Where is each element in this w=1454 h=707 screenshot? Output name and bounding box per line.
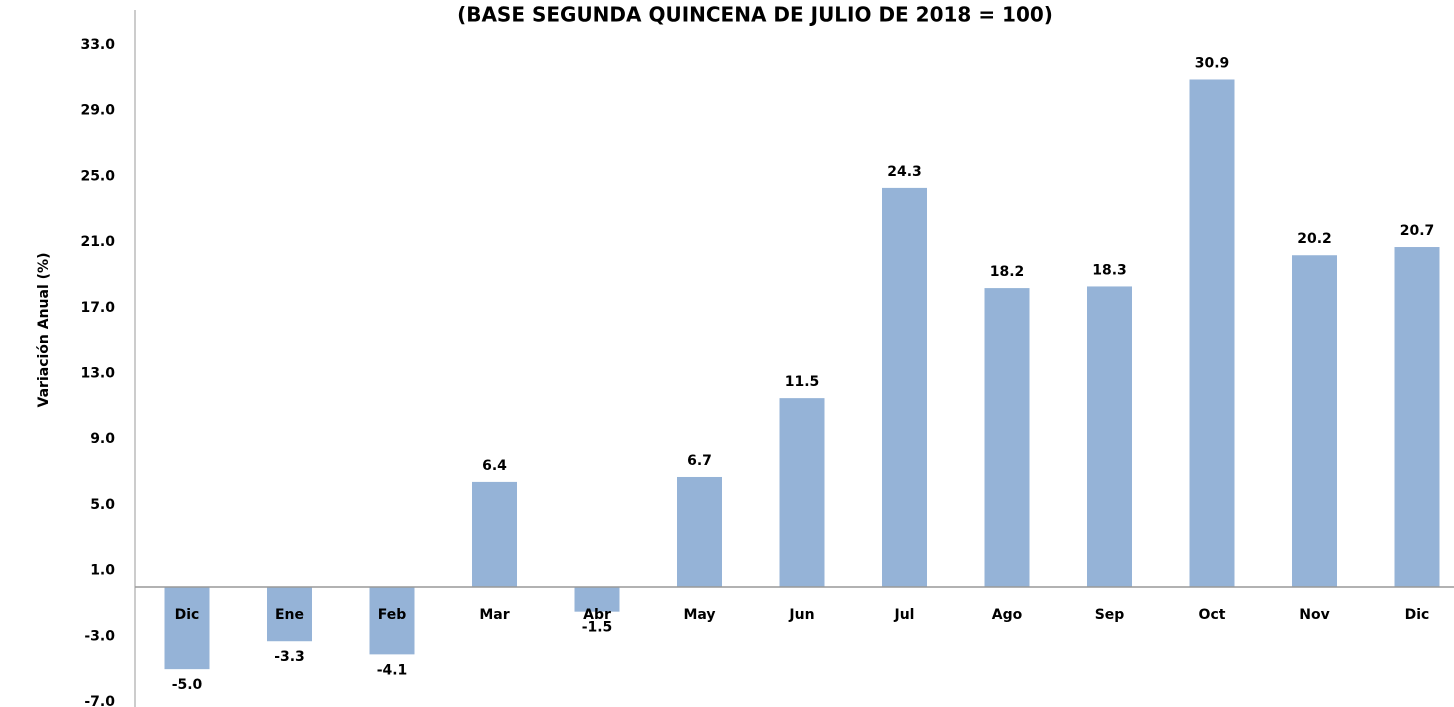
y-tick-label: 21.0 [80,234,115,250]
bar [882,187,927,588]
y-axis-label: Variación Anual (%) [36,253,52,408]
x-tick-label: Ene [275,607,304,623]
y-tick-label: 13.0 [80,366,115,382]
y-tick-label: 29.0 [80,103,115,119]
x-tick-label: May [683,607,715,623]
x-tick-label: Nov [1299,607,1329,623]
bar [1087,286,1132,588]
y-tick-label: 9.0 [90,431,115,447]
bar [574,587,620,612]
bar [267,587,312,642]
bar [369,587,415,655]
y-tick-label: 17.0 [80,300,115,316]
bar [1394,247,1440,588]
value-label: -5.0 [172,677,203,693]
value-label: 6.4 [482,458,507,474]
y-tick-label: 33.0 [80,37,115,53]
value-label: -1.5 [582,620,613,636]
bar [164,587,210,670]
bar [779,398,825,588]
x-tick-label: Mar [479,607,509,623]
value-label: 24.3 [887,164,922,180]
y-tick-label: 1.0 [90,563,115,579]
x-tick-label: Dic [1405,607,1430,623]
value-label: 20.7 [1400,223,1435,239]
y-tick-label: -3.0 [84,628,115,644]
bar [472,481,517,588]
value-label: 11.5 [785,374,820,390]
bar [1189,79,1235,588]
bar [677,476,722,588]
value-label: 18.3 [1092,262,1127,278]
x-tick-label: Jul [894,607,915,623]
value-label: 20.2 [1297,231,1332,247]
bar [1292,255,1337,588]
x-tick-label: Dic [175,607,200,623]
x-tick-label: Ago [992,607,1023,623]
bar [984,288,1030,588]
y-tick-label: 25.0 [80,168,115,184]
x-tick-label: Feb [378,607,407,623]
value-label: 18.2 [990,264,1025,280]
y-tick-label: -7.0 [84,694,115,707]
value-label: -4.1 [377,662,408,678]
x-tick-label: Sep [1095,607,1125,623]
value-label: -3.3 [274,649,305,665]
value-label: 6.7 [687,453,712,469]
x-tick-label: Abr [583,607,611,623]
value-label: 30.9 [1195,55,1230,71]
y-tick-label: 5.0 [90,497,115,513]
x-tick-label: Jun [788,607,814,623]
chart-title: (BASE SEGUNDA QUINCENA DE JULIO DE 2018 … [457,3,1053,27]
x-tick-label: Oct [1199,607,1226,623]
